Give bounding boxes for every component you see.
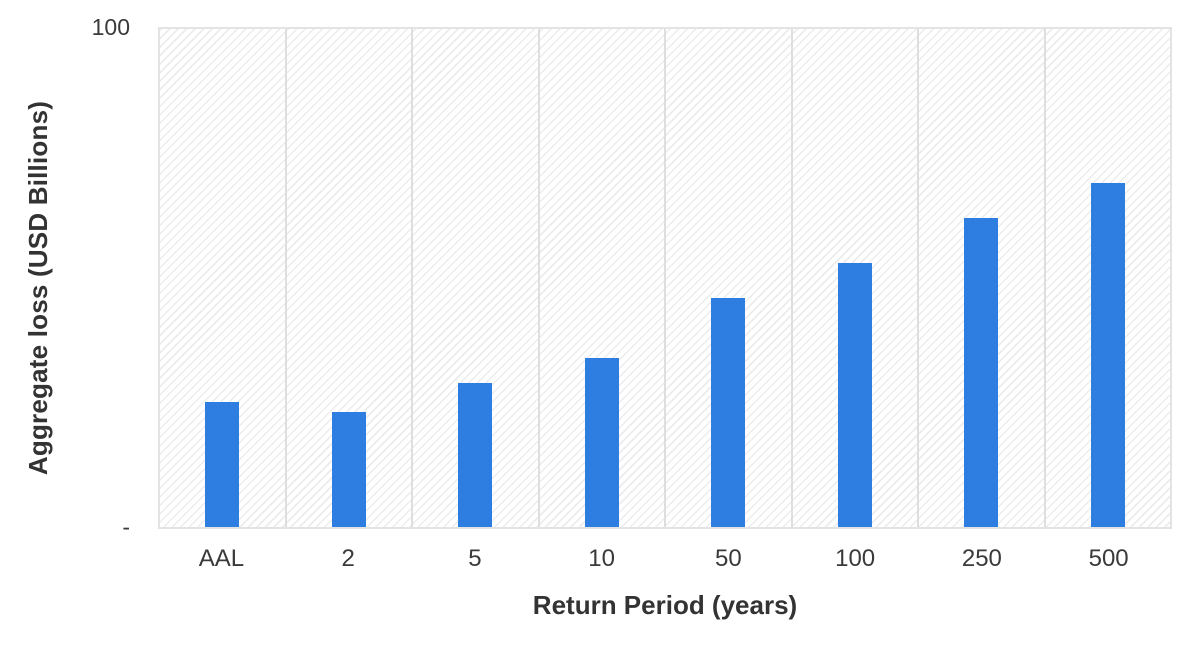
y-axis-tick-100: 100 — [91, 14, 130, 40]
x-axis-tick-500: 500 — [1088, 545, 1129, 572]
x-axis-tick-2: 2 — [341, 545, 355, 572]
category-column-5 — [413, 29, 540, 527]
bar-500 — [1090, 183, 1125, 527]
category-column-2 — [287, 29, 413, 527]
plot-area — [158, 27, 1172, 529]
x-axis-tick-aal: AAL — [198, 545, 245, 572]
x-axis-tick-50: 50 — [715, 545, 742, 572]
x-axis-tick-labels: AAL 2 5 10 50 100 250 500 — [158, 545, 1172, 573]
x-axis-tick-100: 100 — [835, 545, 876, 572]
x-axis-tick-10: 10 — [588, 545, 615, 572]
bar-5 — [458, 383, 493, 527]
category-column-500 — [1046, 29, 1171, 527]
bar-250 — [964, 218, 999, 527]
y-axis-title: Aggregate loss (USD Billions) — [23, 100, 53, 476]
category-column-100 — [793, 29, 919, 527]
bar-2 — [331, 412, 366, 527]
bar-100 — [837, 263, 872, 527]
bar-10 — [584, 358, 619, 527]
bar-aal — [205, 402, 240, 527]
category-column-aal — [160, 29, 287, 527]
x-axis-tick-5: 5 — [468, 545, 482, 572]
category-column-50 — [666, 29, 793, 527]
x-axis-title: Return Period (years) — [532, 590, 798, 620]
y-axis-tick-zero: - — [122, 514, 130, 540]
x-axis-tick-250: 250 — [961, 545, 1002, 572]
bar-50 — [711, 298, 746, 527]
category-column-10 — [540, 29, 666, 527]
category-column-250 — [919, 29, 1046, 527]
